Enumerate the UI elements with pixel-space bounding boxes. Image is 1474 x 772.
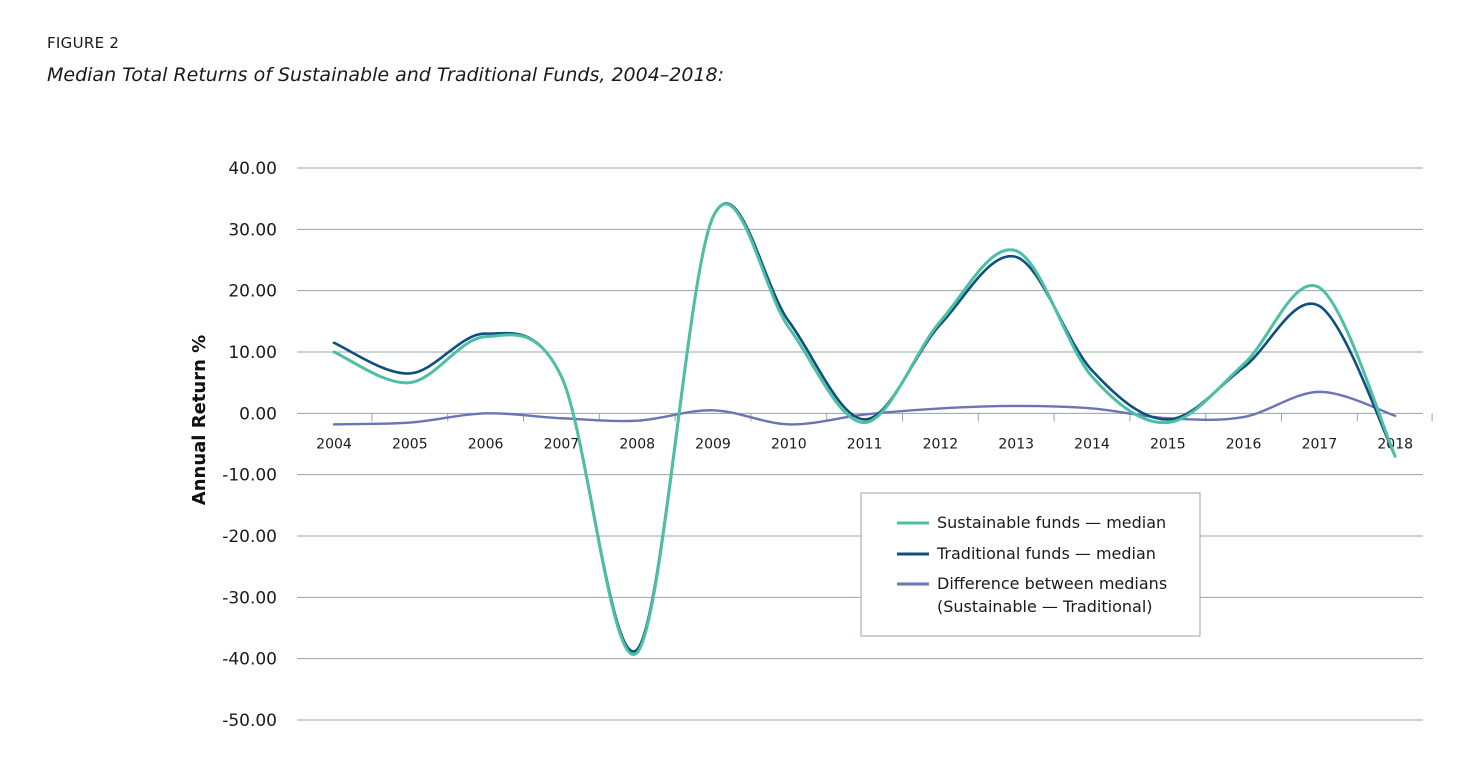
y-tick-label: -50.00 bbox=[222, 711, 277, 731]
y-tick-label: 10.00 bbox=[228, 343, 277, 363]
y-tick-label: -40.00 bbox=[222, 650, 277, 670]
x-tick-label: 2006 bbox=[468, 436, 504, 452]
y-axis-label: Annual Return % bbox=[189, 335, 210, 505]
figure-label: FIGURE 2 bbox=[47, 34, 120, 52]
legend-label: Sustainable funds — median bbox=[937, 513, 1166, 532]
x-tick-label: 2011 bbox=[847, 436, 883, 452]
y-tick-label: -20.00 bbox=[222, 527, 277, 547]
x-tick-label: 2004 bbox=[316, 436, 352, 452]
series-lines bbox=[332, 202, 1397, 657]
legend: Sustainable funds — median Traditional fu… bbox=[860, 492, 1201, 637]
y-tick-label: 20.00 bbox=[228, 282, 277, 302]
legend-label-line2: (Sustainable — Traditional) bbox=[937, 597, 1153, 616]
y-tick-label: -10.00 bbox=[222, 466, 277, 486]
x-axis: 2004 2005 2006 2007 2008 2009 2010 2011 2012 2013… bbox=[316, 413, 1433, 452]
y-tick-label: 0.00 bbox=[239, 404, 277, 424]
x-tick-label: 2018 bbox=[1377, 436, 1413, 452]
y-tick-labels: 40.00 30.00 20.00 10.00 0.00 -10.00 -20.00 -30.… bbox=[222, 159, 277, 731]
y-tick-label: -30.00 bbox=[222, 588, 277, 608]
legend-label: Difference between medians bbox=[937, 574, 1167, 593]
x-tick-label: 2015 bbox=[1150, 436, 1186, 452]
legend-label: Traditional funds — median bbox=[936, 544, 1156, 563]
series-line-difference bbox=[332, 390, 1397, 426]
y-tick-label: 40.00 bbox=[228, 159, 277, 179]
x-tick-label: 2005 bbox=[392, 436, 428, 452]
x-tick-label: 2010 bbox=[771, 436, 807, 452]
x-tick-label: 2013 bbox=[998, 436, 1034, 452]
x-tick-label: 2017 bbox=[1302, 436, 1338, 452]
figure-title: Median Total Returns of Sustainable and … bbox=[47, 64, 725, 86]
x-tick-label: 2007 bbox=[544, 436, 580, 452]
grid-lines bbox=[297, 167, 1423, 721]
x-tick-label: 2009 bbox=[695, 436, 731, 452]
y-tick-label: 30.00 bbox=[228, 220, 277, 240]
x-tick-label: 2012 bbox=[923, 436, 959, 452]
x-tick-label: 2016 bbox=[1226, 436, 1262, 452]
x-tick-label: 2008 bbox=[619, 436, 655, 452]
legend-box bbox=[860, 492, 1201, 637]
series-line-sustainable bbox=[332, 202, 1397, 657]
x-tick-label: 2014 bbox=[1074, 436, 1110, 452]
